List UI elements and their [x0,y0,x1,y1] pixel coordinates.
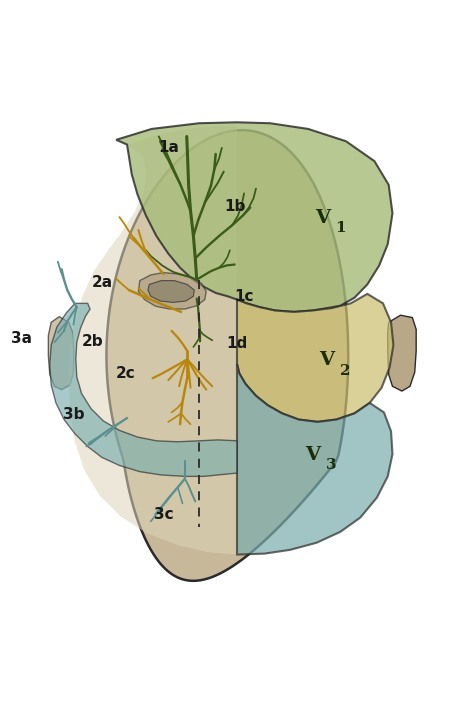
Text: 2a: 2a [91,274,112,289]
Text: 3a: 3a [11,331,32,346]
Text: 1d: 1d [227,336,247,351]
Text: 1: 1 [335,221,346,235]
Text: 2c: 2c [116,366,136,381]
Polygon shape [69,126,237,555]
Text: 1b: 1b [224,198,246,214]
Polygon shape [388,315,416,391]
Text: 3: 3 [326,459,336,473]
Polygon shape [107,130,348,581]
Text: V: V [305,446,320,464]
Polygon shape [50,304,237,476]
Polygon shape [138,272,206,309]
Polygon shape [48,316,74,390]
Text: 2b: 2b [82,333,103,349]
Text: 3c: 3c [154,507,173,522]
Text: V: V [315,209,330,227]
Text: V: V [319,351,335,369]
Polygon shape [237,364,392,555]
Text: 3b: 3b [63,407,84,422]
Text: 1a: 1a [158,140,179,156]
Polygon shape [116,122,392,312]
Polygon shape [237,294,393,422]
Text: 2: 2 [340,363,350,378]
Text: 1c: 1c [234,289,254,304]
Polygon shape [148,281,194,302]
